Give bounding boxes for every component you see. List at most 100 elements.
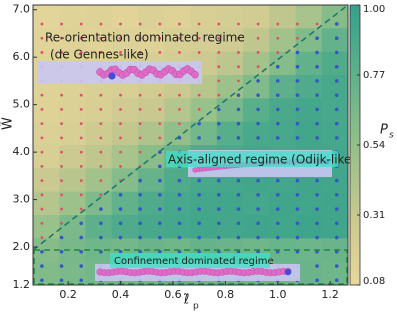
regime-dot bbox=[197, 249, 201, 254]
x-axis-label-sub: p bbox=[193, 302, 199, 312]
x-tick-label: 0.8 bbox=[217, 288, 235, 301]
colorbar-step bbox=[350, 91, 360, 94]
regime-dot bbox=[119, 164, 122, 168]
regime-dot bbox=[275, 136, 280, 140]
heat-cell bbox=[164, 168, 191, 193]
colorbar-step bbox=[350, 155, 360, 158]
heat-cell bbox=[33, 28, 60, 53]
regime-dot bbox=[236, 235, 241, 240]
regime-dot bbox=[79, 278, 84, 283]
y-tick-label: 6.0 bbox=[13, 50, 31, 63]
heat-cell bbox=[59, 28, 86, 53]
heat-cell bbox=[59, 261, 86, 286]
regime-dot bbox=[79, 235, 84, 240]
regime-dot bbox=[178, 51, 181, 54]
heat-cell bbox=[164, 191, 191, 216]
colorbar-step bbox=[350, 43, 360, 46]
heat-cell bbox=[164, 28, 191, 53]
colorbar-step bbox=[350, 177, 360, 180]
colorbar-step bbox=[350, 147, 360, 150]
colorbar-step bbox=[350, 21, 360, 24]
colorbar-step bbox=[350, 27, 360, 30]
regime-dot bbox=[334, 79, 339, 83]
heat-cell bbox=[138, 215, 165, 239]
colorbar-step bbox=[350, 241, 360, 244]
regime-dot bbox=[295, 136, 300, 140]
colorbar-step bbox=[350, 119, 360, 122]
regime-dot bbox=[178, 108, 181, 111]
regime-dot bbox=[256, 22, 260, 26]
heat-cell bbox=[138, 191, 165, 216]
colorbar-step bbox=[350, 59, 360, 62]
regime-dot bbox=[60, 150, 63, 154]
colorbar-step bbox=[350, 221, 360, 224]
heat-cell bbox=[216, 98, 244, 123]
regime-dot bbox=[79, 150, 83, 154]
regime-dot bbox=[118, 207, 123, 211]
regime-dot bbox=[138, 235, 142, 240]
annotation: Confinement dominated regime bbox=[114, 256, 274, 267]
heat-cell bbox=[243, 51, 270, 76]
regime-dot bbox=[119, 22, 122, 26]
heat-cell bbox=[59, 215, 86, 239]
regime-dot bbox=[119, 51, 122, 54]
colorbar-step bbox=[350, 81, 360, 84]
regime-dot bbox=[60, 22, 63, 26]
polymer-beads bbox=[96, 65, 330, 277]
regime-dot bbox=[315, 121, 319, 126]
regime-dot bbox=[275, 79, 280, 83]
heat-cell bbox=[243, 191, 270, 216]
regime-dot bbox=[119, 108, 122, 111]
colorbar-step bbox=[350, 121, 360, 124]
colorbar-step bbox=[350, 31, 360, 34]
heat-cell bbox=[269, 191, 296, 216]
regime-dot bbox=[334, 193, 339, 197]
regime-dot bbox=[99, 136, 103, 140]
colorbar-step bbox=[350, 85, 360, 88]
colorbar-step bbox=[350, 53, 360, 56]
regime-dot bbox=[40, 236, 44, 239]
x-axis-label: ℓ̃ bbox=[183, 293, 189, 308]
x-tick-label: 1.0 bbox=[269, 288, 287, 301]
regime-dot bbox=[197, 207, 201, 211]
regime-dot bbox=[177, 235, 182, 240]
regime-dot bbox=[197, 136, 201, 140]
colorbar-step bbox=[350, 179, 360, 182]
colorbar-step bbox=[350, 129, 360, 132]
regime-dot bbox=[60, 221, 63, 225]
regime-dot bbox=[99, 207, 103, 211]
regime-dot bbox=[295, 50, 300, 55]
heat-cell bbox=[243, 5, 270, 29]
heat-cell bbox=[269, 238, 296, 263]
heat-cell bbox=[33, 261, 60, 286]
regime-dot bbox=[256, 51, 260, 54]
heat-cell bbox=[138, 98, 165, 123]
colorbar-step bbox=[350, 105, 360, 108]
colorbar-step bbox=[350, 111, 360, 114]
regime-dot bbox=[99, 51, 103, 54]
regime-dot bbox=[138, 249, 142, 254]
regime-dot bbox=[275, 178, 280, 183]
heat-cell bbox=[138, 121, 165, 146]
regime-dot bbox=[315, 36, 319, 41]
regime-dot bbox=[256, 136, 260, 140]
regime-dot bbox=[334, 107, 339, 112]
regime-dot bbox=[138, 51, 142, 54]
regime-dot bbox=[237, 65, 240, 69]
heat-cell bbox=[111, 98, 139, 123]
regime-dot bbox=[40, 179, 44, 182]
heat-cell bbox=[164, 5, 191, 29]
colorbar-step bbox=[350, 71, 360, 74]
colorbar-step bbox=[350, 235, 360, 238]
regime-dot bbox=[40, 278, 44, 283]
regime-dot bbox=[295, 249, 300, 254]
colorbar-step bbox=[350, 209, 360, 212]
regime-dot bbox=[40, 193, 44, 197]
heat-cell bbox=[190, 5, 218, 29]
regime-dot bbox=[138, 122, 142, 126]
heat-cell bbox=[321, 215, 349, 239]
regime-dot bbox=[60, 51, 63, 54]
regime-dot bbox=[295, 107, 300, 112]
colorbar-step bbox=[350, 229, 360, 232]
colorbar-step bbox=[350, 35, 360, 38]
